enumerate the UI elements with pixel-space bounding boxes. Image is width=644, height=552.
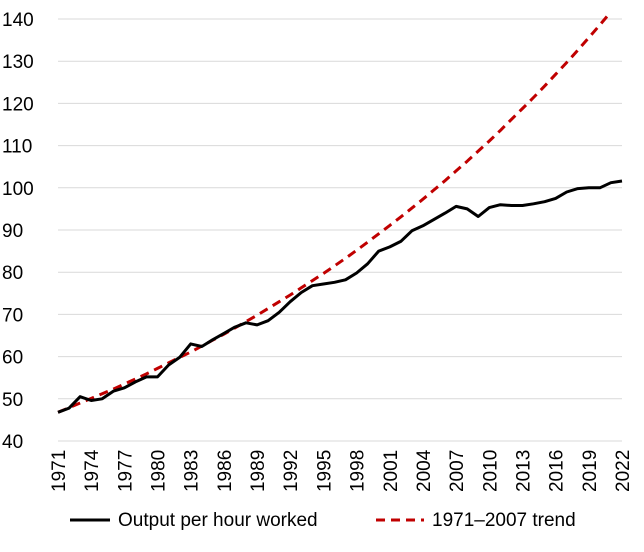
x-tick-label: 1989 [248, 450, 269, 492]
y-tick-label: 120 [2, 94, 34, 115]
x-tick-label: 2022 [613, 450, 634, 492]
x-tick-label: 1995 [314, 450, 335, 492]
legend-entry: Output per hour worked [70, 510, 318, 531]
x-tick-label: 2007 [447, 450, 468, 492]
x-tick-label: 1980 [149, 450, 170, 492]
x-tick-label: 1998 [348, 450, 369, 492]
legend-label: Output per hour worked [118, 510, 318, 531]
y-tick-label: 70 [2, 305, 23, 326]
x-tick-label: 2013 [513, 450, 534, 492]
x-tick-label: 1983 [182, 450, 203, 492]
y-tick-label: 50 [2, 390, 23, 411]
x-tick-label: 2001 [381, 450, 402, 492]
series-lines [57, 13, 623, 414]
output-series-line [57, 179, 623, 414]
legend: Output per hour worked 1971–2007 trend [70, 510, 576, 531]
x-axis-tick-labels: 1971 1974 1977 1980 1983 1986 1989 1992 1995 1998… [49, 449, 634, 492]
x-tick-label: 2016 [547, 450, 568, 492]
y-tick-label: 40 [2, 432, 23, 453]
x-tick-label: 1971 [49, 450, 70, 492]
x-tick-label: 1986 [215, 450, 236, 492]
y-tick-label: 80 [2, 263, 23, 284]
trend-series-line [57, 13, 612, 414]
gridlines [58, 18, 622, 442]
y-tick-label: 140 [2, 10, 34, 31]
x-tick-label: 2004 [414, 449, 435, 492]
x-tick-label: 1992 [281, 450, 302, 492]
y-tick-label: 90 [2, 221, 23, 242]
y-tick-label: 130 [2, 52, 34, 73]
y-axis-tick-labels: 40 50 60 70 80 90 100 110 120 130 140 [2, 10, 34, 453]
x-tick-label: 1974 [82, 449, 103, 492]
y-tick-label: 110 [2, 137, 32, 158]
y-tick-label: 100 [2, 179, 34, 200]
legend-label: 1971–2007 trend [432, 510, 576, 531]
y-tick-label: 60 [2, 348, 23, 369]
x-tick-label: 2019 [580, 450, 601, 492]
x-tick-label: 2010 [480, 450, 501, 492]
x-tick-label: 1977 [115, 450, 136, 492]
legend-entry: 1971–2007 trend [376, 510, 576, 531]
